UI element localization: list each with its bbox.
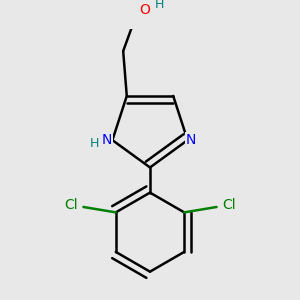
Text: H: H	[154, 0, 164, 11]
Text: O: O	[139, 3, 150, 17]
Text: H: H	[90, 137, 99, 150]
Text: N: N	[186, 133, 196, 147]
Text: Cl: Cl	[222, 198, 236, 212]
Text: N: N	[102, 133, 112, 147]
Text: Cl: Cl	[64, 198, 78, 212]
